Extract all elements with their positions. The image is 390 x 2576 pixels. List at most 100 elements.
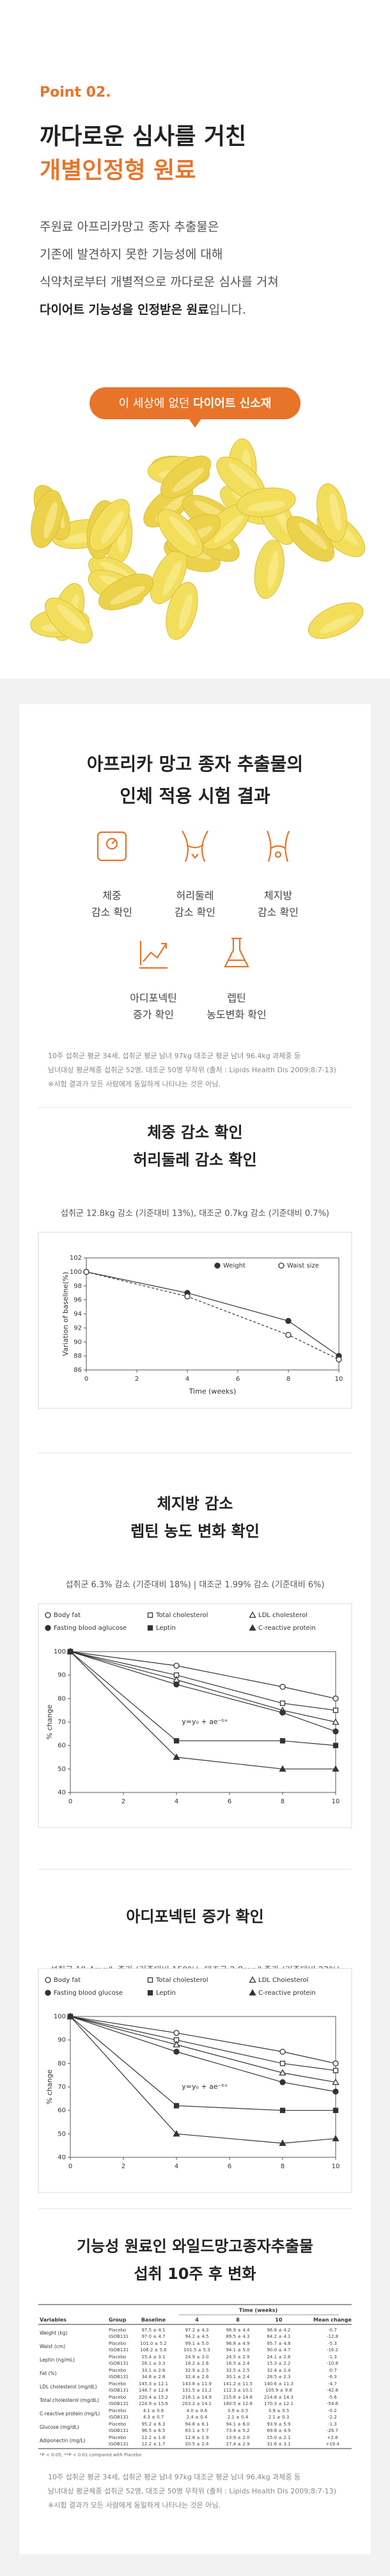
table-cell: Placebo xyxy=(109,2328,126,2333)
x-tick-label: 4 xyxy=(185,1376,189,1383)
table-cell: -5.3 xyxy=(328,2341,337,2346)
y-tick-label: 40 xyxy=(58,1789,66,1796)
data-point xyxy=(332,1707,339,1713)
table-cell: 15.3 ± 2.2 xyxy=(267,2361,290,2366)
data-point xyxy=(173,2103,180,2109)
table-cell: Placebo xyxy=(109,2368,126,2373)
legend-label: LDL Choiesterol xyxy=(258,1977,308,1984)
section-text: 섭취군 6.3% 감소 (기준대비 18%) | 대조군 1.99% 감소 (기… xyxy=(65,1581,324,1590)
result-label: 감소 확인 xyxy=(91,906,132,919)
table-cell: +19.4 xyxy=(325,2442,339,2447)
legend-marker xyxy=(147,1625,153,1631)
pill-shine xyxy=(172,467,204,492)
x-tick-label: 2 xyxy=(135,1376,139,1383)
data-point xyxy=(332,1728,339,1735)
table-header: Variables xyxy=(40,2317,66,2323)
table-cell: IGOB131 xyxy=(109,2388,129,2393)
y-tick-label: 88 xyxy=(74,1353,82,1360)
table-variable: LDL cholesterol (mg/dL) xyxy=(40,2384,97,2390)
y-tick-label: 90 xyxy=(58,1672,66,1679)
series-line xyxy=(86,1271,339,1360)
legend-marker xyxy=(249,1624,256,1631)
x-axis-label: Time (weeks) xyxy=(189,1387,237,1396)
x-tick-label: 2 xyxy=(121,2163,125,2170)
series-line xyxy=(70,2016,336,2092)
data-point xyxy=(173,1662,180,1669)
table-cell: 26.1 ± 3.3 xyxy=(141,2361,165,2366)
table-cell: +2.8 xyxy=(327,2435,338,2440)
legend-label: Body fat xyxy=(54,1612,81,1619)
x-tick-label: 6 xyxy=(236,1376,240,1383)
y-tick-label: 86 xyxy=(74,1367,82,1374)
legend-label: Leptin xyxy=(156,1990,176,1997)
table-cell: 215.6 ± 14.6 xyxy=(223,2395,253,2400)
scale-icon xyxy=(97,831,127,862)
table-cell: 33.1 ± 2.6 xyxy=(141,2368,166,2373)
y-tick-label: 92 xyxy=(74,1324,82,1332)
table-cell: IGOB131 xyxy=(109,2415,129,2420)
bubble-bold: 다이어트 신소재 xyxy=(193,397,271,410)
table-cell: -5.6 xyxy=(328,2395,337,2400)
data-point xyxy=(173,1753,180,1760)
title-line: 까다로운 심사를 거친 xyxy=(40,124,246,150)
result-label: 허리둘레 xyxy=(176,890,214,902)
data-point xyxy=(173,2041,180,2048)
y-tick-label: 100 xyxy=(70,1269,82,1276)
table-cell: -16.2 xyxy=(327,2347,338,2353)
table-variable: C-reactive protein (mg/L) xyxy=(40,2411,100,2417)
table-cell: -10.8 xyxy=(327,2361,338,2366)
table-cell: 141.2 ± 11.5 xyxy=(223,2381,253,2387)
table-cell: 12.2 ± 1.8 xyxy=(141,2435,165,2440)
legend-marker xyxy=(45,1990,51,1996)
pill-shine xyxy=(247,501,286,511)
pill-shine xyxy=(169,516,197,545)
note-line: 10주 섭취군 평균 34세, 섭취군 평균 남녀 97kg 대조군 평균 남녀… xyxy=(48,1052,300,1060)
result-label: 체지방 xyxy=(264,890,292,902)
series-line xyxy=(70,1651,336,1711)
data-point xyxy=(332,1718,339,1725)
table-cell: 12.8 ± 1.9 xyxy=(185,2435,208,2440)
series-line xyxy=(70,2016,336,2071)
legend-label: C-reactive protein xyxy=(258,1625,316,1632)
body-icon xyxy=(266,830,290,862)
table-variable: Weight (kg) xyxy=(40,2330,68,2336)
y-tick-label: 98 xyxy=(74,1283,82,1290)
table-cell: IGOB131 xyxy=(109,2361,129,2366)
data-point xyxy=(279,2069,286,2076)
data-point xyxy=(173,1738,180,1744)
table-header: 10 xyxy=(275,2317,283,2323)
chart-frame xyxy=(38,1232,352,1409)
bubble-tail xyxy=(189,419,201,428)
table-cell: -54.6 xyxy=(327,2401,339,2406)
note-line: 남녀대상 평균체중 섭취군 52명, 대조군 50명 무작위 (출처 : Lip… xyxy=(48,1066,336,1074)
data-point xyxy=(332,2088,339,2095)
x-tick-label: 6 xyxy=(228,1798,231,1805)
annotation: y=y₀ + ae⁻ᵇˣ xyxy=(182,1718,228,1726)
table-cell: 105.9 ± 9.8 xyxy=(265,2388,292,2393)
data-point xyxy=(66,1648,74,1655)
x-tick-label: 0 xyxy=(68,2163,72,2170)
series-line xyxy=(70,1651,336,1746)
table-cell: Placebo xyxy=(109,2395,126,2400)
data-point xyxy=(173,2049,180,2055)
series-line xyxy=(70,1651,336,1723)
legend-marker xyxy=(147,1612,153,1618)
table-cell: IGOB131 xyxy=(109,2401,129,2406)
table-cell: 97.2 ± 4.3 xyxy=(185,2328,208,2333)
table-cell: 24.5 ± 2.9 xyxy=(226,2355,249,2360)
table-cell: IGOB131 xyxy=(109,2374,129,2379)
data-point xyxy=(332,1765,339,1772)
table-cell: 96.8 ± 4.9 xyxy=(226,2341,249,2346)
legend-marker xyxy=(214,1262,221,1269)
table-cell: 220.4 ± 15.2 xyxy=(139,2395,168,2400)
legend-marker xyxy=(45,1612,51,1618)
y-tick-label: 50 xyxy=(58,1766,66,1773)
result-label: 렙틴 xyxy=(227,992,246,1004)
section-title: 체중 감소 확인 xyxy=(147,1123,242,1141)
legend-label: Waist size xyxy=(287,1262,319,1269)
table-cell: IGOB131 xyxy=(109,2347,129,2353)
section-title: 기능성 원료인 와일드망고종자추출물 xyxy=(77,2237,313,2255)
legend-label: Fasting blood glucose xyxy=(54,1990,123,1997)
table-cell: 18.2 ± 2.6 xyxy=(185,2361,209,2366)
